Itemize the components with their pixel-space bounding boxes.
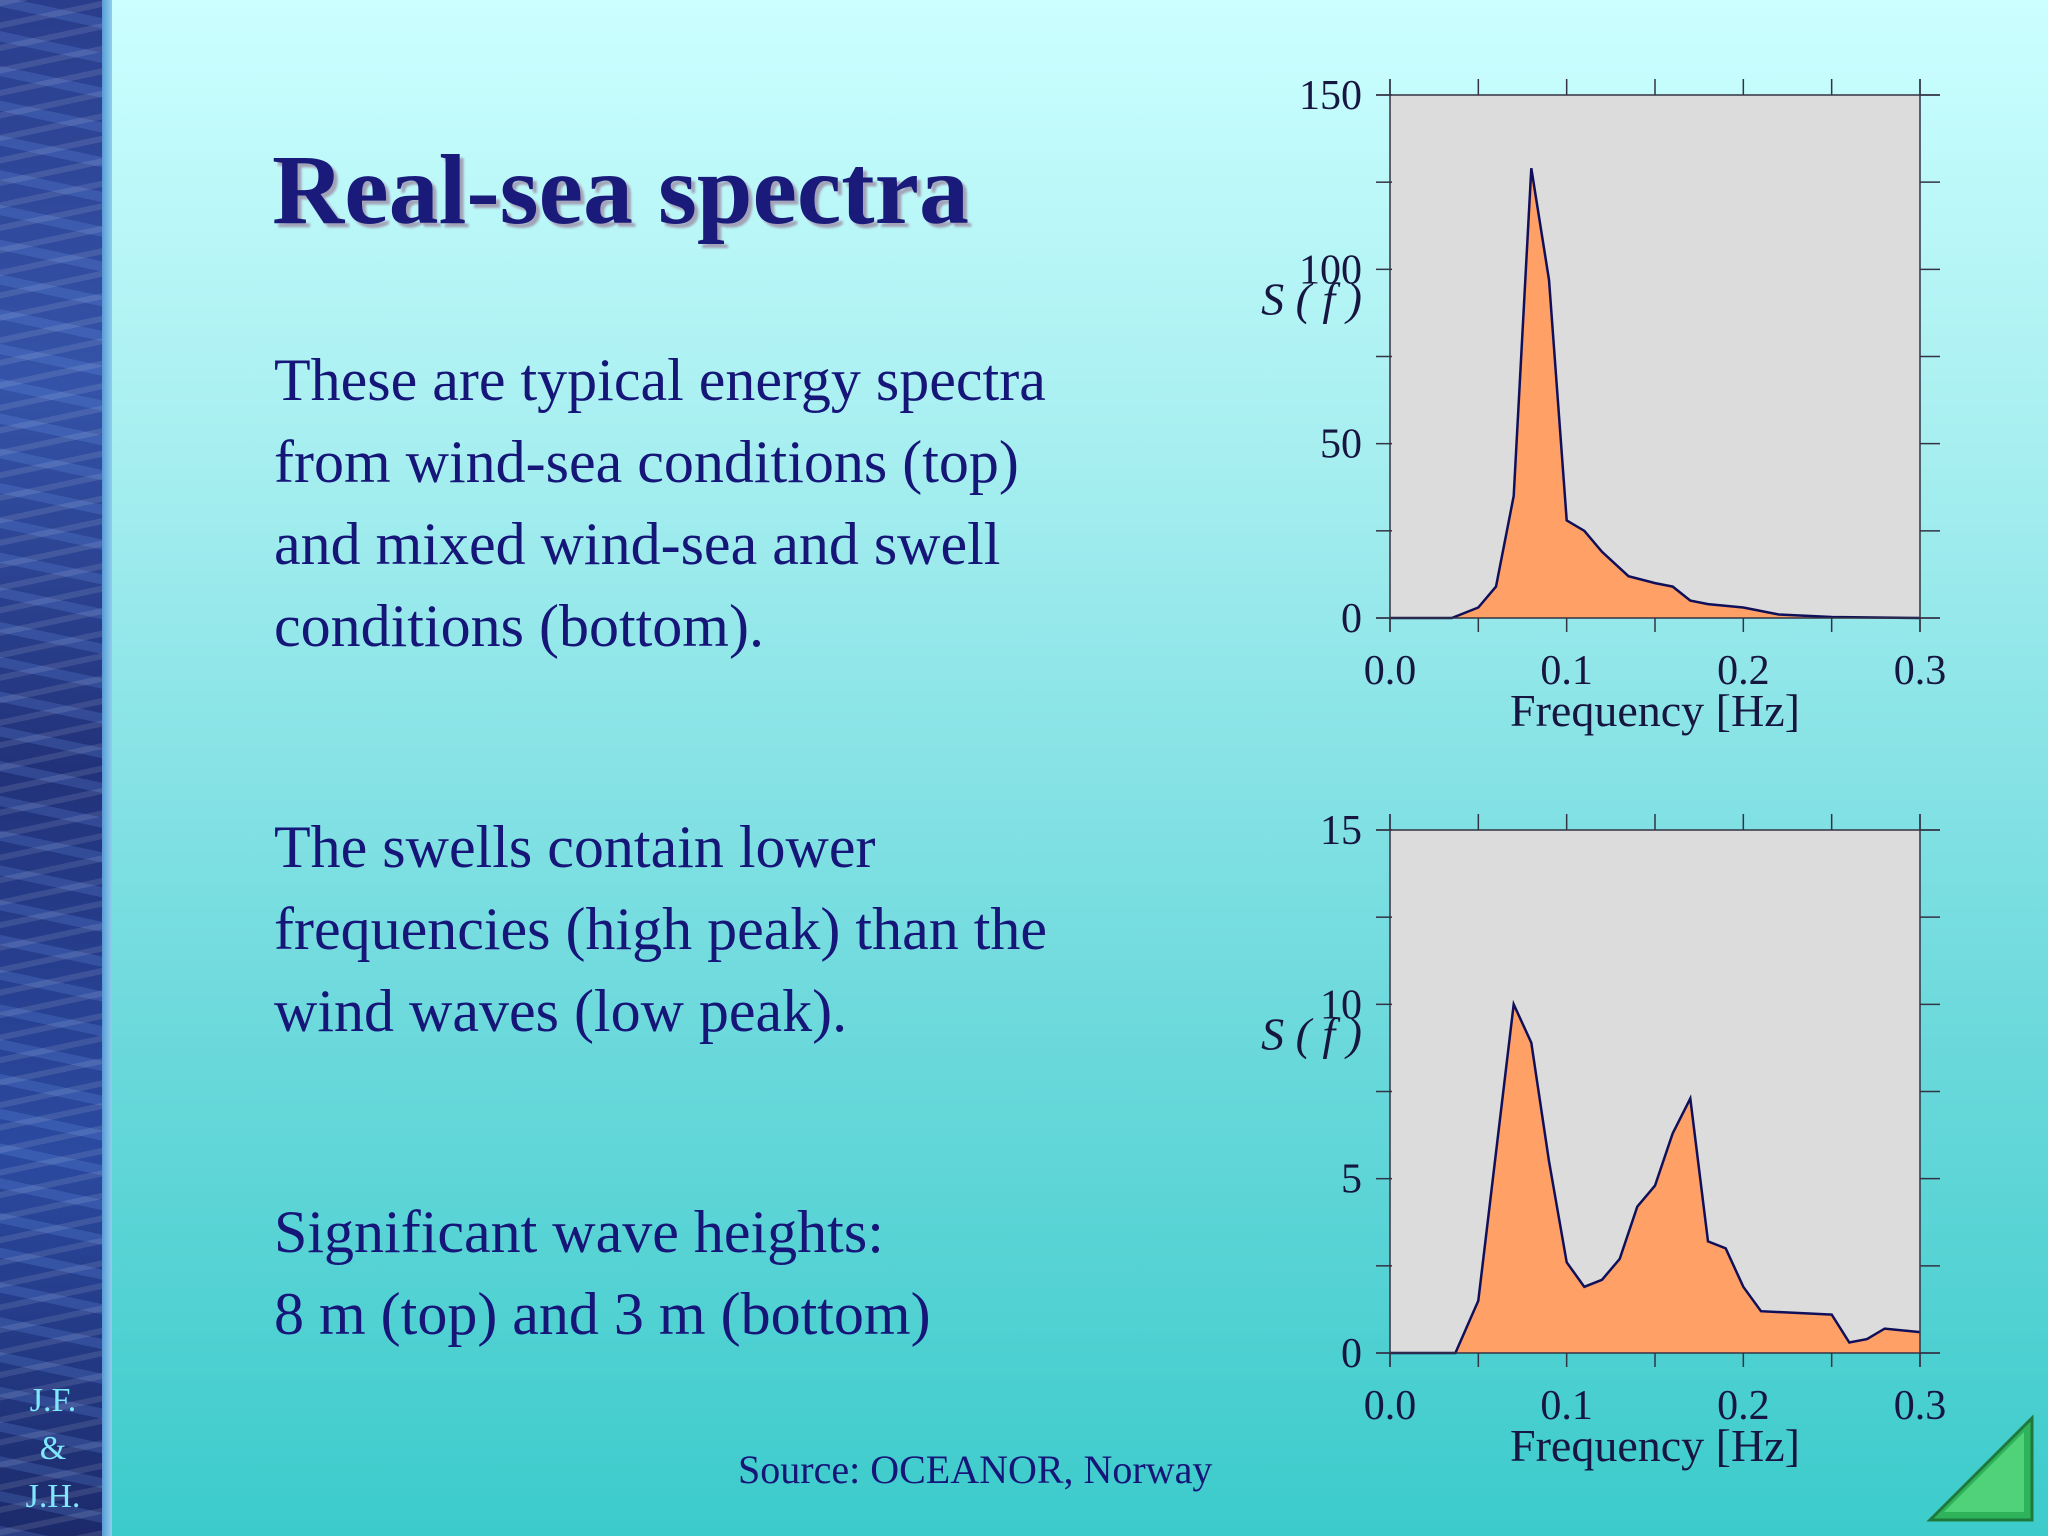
y-axis-label: S ( f ) <box>1261 1009 1362 1060</box>
paragraph-energy-spectra: These are typical energy spectra from wi… <box>274 347 1046 659</box>
author-initials-3: J.H. <box>25 1478 81 1515</box>
ocean-texture-strip <box>0 0 102 1536</box>
x-tick-label: 0.0 <box>1364 648 1417 694</box>
author-initials-1: J.F. <box>29 1382 77 1419</box>
spectrum-area <box>1390 168 1920 618</box>
y-tick-label: 10 <box>1320 982 1362 1028</box>
spectrum-line <box>1390 168 1921 620</box>
y-tick-label: 15 <box>1320 808 1362 854</box>
x-tick-label: 0.2 <box>1717 1383 1770 1429</box>
paragraph-wave-heights: Significant wave heights: 8 m (top) and … <box>274 1199 931 1347</box>
x-tick-label: 0.0 <box>1364 1383 1417 1429</box>
spectrum-area <box>1390 1004 1920 1353</box>
y-tick-label: 150 <box>1299 73 1362 119</box>
chart-mixed-sea-swell-svg: 0 5 10 15 0.0 0.1 0.2 0.3 S ( f ) Frequency [Hz] <box>1261 808 1947 1471</box>
author-initials-2: & <box>39 1430 67 1467</box>
source-citation: Source: OCEANOR, Norway <box>738 1447 1213 1492</box>
x-tick-label: 0.1 <box>1540 1383 1593 1429</box>
y-tick-label: 5 <box>1341 1157 1362 1203</box>
paragraph-swells: The swells contain lower frequencies (hi… <box>274 814 1047 1044</box>
chart-wind-sea-svg: 0 50 100 150 0.0 0.1 0.2 0.3 S ( f ) Frequency [H… <box>1261 73 1947 736</box>
x-tick-label: 0.3 <box>1894 648 1947 694</box>
next-slide-triangle-icon[interactable] <box>1926 1414 2036 1524</box>
spectrum-line <box>1390 999 1921 1355</box>
x-tick-label: 0.1 <box>1540 648 1593 694</box>
y-axis-label: S ( f ) <box>1261 274 1362 325</box>
x-axis-label: Frequency [Hz] <box>1510 1420 1800 1471</box>
slide-title: Real-sea spectra <box>272 134 969 245</box>
strip-edge <box>102 0 112 1536</box>
y-tick-label: 0 <box>1341 1331 1362 1377</box>
chart-wind-sea: 0 50 100 150 0.0 0.1 0.2 0.3 S ( f ) Frequency [H… <box>1200 60 2000 760</box>
x-tick-label: 0.3 <box>1894 1383 1947 1429</box>
plot-area <box>1390 95 1920 618</box>
chart-mixed-sea-swell: 0 5 10 15 0.0 0.1 0.2 0.3 S ( f ) Frequency [Hz] <box>1200 795 2000 1495</box>
y-tick-label: 0 <box>1341 596 1362 642</box>
x-tick-label: 0.2 <box>1717 648 1770 694</box>
x-axis-label: Frequency [Hz] <box>1510 685 1800 736</box>
y-tick-label: 50 <box>1320 422 1362 468</box>
y-tick-label: 100 <box>1299 247 1362 293</box>
